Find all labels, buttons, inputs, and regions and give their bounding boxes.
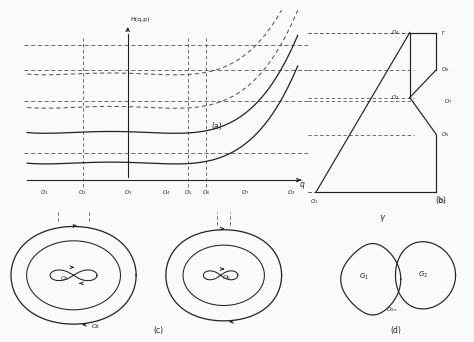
Text: $O_2$: $O_2$ (60, 274, 69, 282)
Text: $\gamma$: $\gamma$ (379, 213, 386, 224)
Text: $O_1$: $O_1$ (310, 197, 318, 206)
Text: q: q (300, 180, 304, 189)
Text: (c): (c) (153, 326, 163, 335)
Text: $O_6$: $O_6$ (441, 65, 449, 74)
Text: $\Gamma$: $\Gamma$ (441, 28, 446, 37)
Text: $O_2$: $O_2$ (391, 93, 400, 102)
Text: $O_4$: $O_4$ (162, 188, 170, 197)
Text: $O_3$: $O_3$ (124, 188, 132, 197)
Text: (a): (a) (211, 122, 222, 131)
Text: $G_2$: $G_2$ (418, 270, 428, 280)
Text: $O_5$: $O_5$ (184, 188, 192, 197)
Text: $O_1$: $O_1$ (40, 188, 49, 197)
Text: $O_7$: $O_7$ (444, 97, 453, 106)
Text: $O_4$: $O_4$ (391, 28, 400, 37)
Text: $O_5$: $O_5$ (441, 130, 449, 139)
Text: H(q,p): H(q,p) (130, 17, 150, 22)
Text: $O_6$: $O_6$ (201, 188, 210, 197)
Text: $O_{2n}$: $O_{2n}$ (386, 305, 398, 314)
Text: (b): (b) (436, 196, 447, 205)
Text: (d): (d) (391, 326, 401, 335)
Text: $O_3$: $O_3$ (438, 197, 447, 206)
Text: $O_4$: $O_4$ (91, 323, 100, 331)
Text: $G_1$: $G_1$ (359, 272, 369, 282)
Text: $O_2$: $O_2$ (79, 188, 87, 197)
Text: $O_7$: $O_7$ (241, 188, 250, 197)
Text: $O_6$: $O_6$ (222, 273, 231, 282)
Text: $O_3$: $O_3$ (286, 188, 295, 197)
